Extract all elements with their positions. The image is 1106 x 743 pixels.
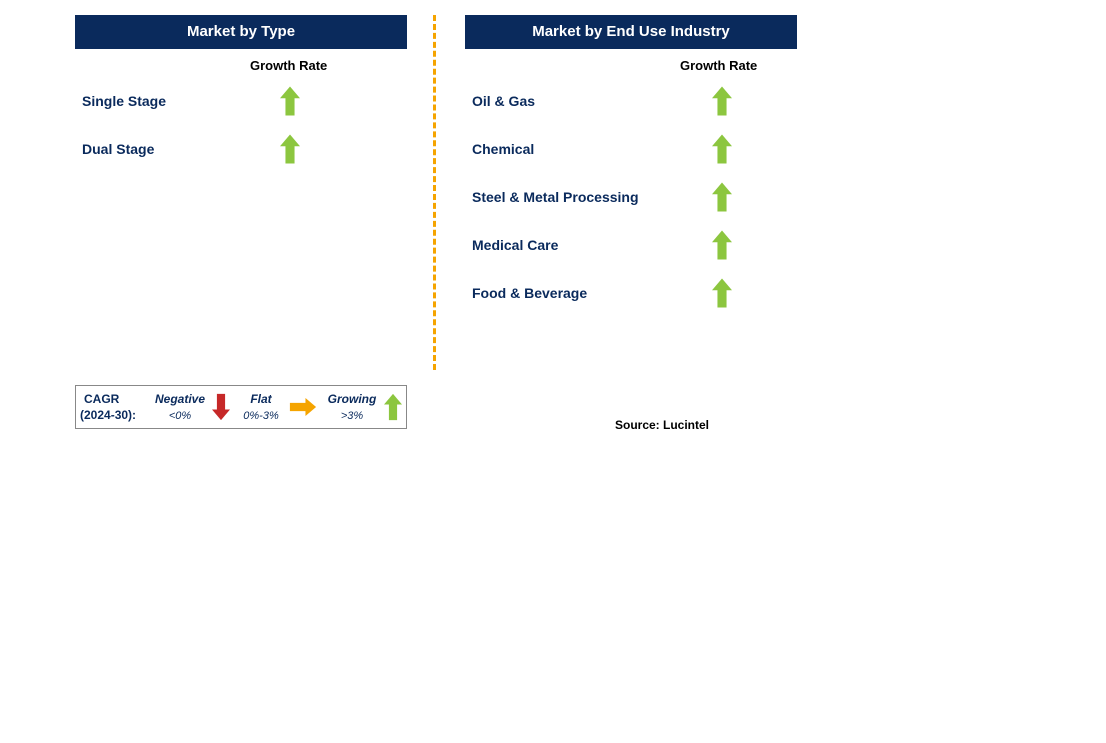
right-item-label: Steel & Metal Processing bbox=[472, 189, 639, 205]
arrow-up-icon bbox=[712, 133, 734, 165]
arrow-down-icon bbox=[212, 392, 230, 427]
infographic-container: Market by Type Growth Rate Single Stage … bbox=[0, 0, 1106, 743]
arrow-up-icon bbox=[280, 85, 302, 117]
arrow-up-icon bbox=[712, 85, 734, 117]
legend-negative-label: Negative bbox=[152, 392, 208, 406]
right-item-row: Chemical bbox=[472, 132, 534, 166]
right-item-label: Chemical bbox=[472, 141, 534, 157]
legend-cagr-label-1: CAGR bbox=[84, 392, 119, 406]
left-growth-rate-header: Growth Rate bbox=[250, 58, 327, 73]
arrow-up-icon bbox=[712, 181, 734, 213]
right-item-label: Medical Care bbox=[472, 237, 558, 253]
legend-box: CAGR (2024-30): Negative <0% Flat 0%-3% … bbox=[75, 385, 407, 429]
right-panel-title: Market by End Use Industry bbox=[532, 23, 730, 40]
right-item-row: Oil & Gas bbox=[472, 84, 535, 118]
source-label: Source: Lucintel bbox=[615, 418, 709, 432]
legend-flat-value: 0%-3% bbox=[234, 410, 288, 422]
left-item-label: Dual Stage bbox=[82, 141, 154, 157]
left-item-row: Single Stage bbox=[82, 84, 166, 118]
arrow-right-icon bbox=[288, 398, 318, 421]
vertical-divider bbox=[433, 15, 436, 370]
right-growth-rate-header: Growth Rate bbox=[680, 58, 757, 73]
arrow-up-icon bbox=[384, 392, 402, 427]
left-panel-title: Market by Type bbox=[187, 23, 295, 40]
left-panel-header: Market by Type bbox=[75, 15, 407, 49]
legend-growing-value: >3% bbox=[324, 410, 380, 422]
arrow-up-icon bbox=[712, 277, 734, 309]
right-item-row: Food & Beverage bbox=[472, 276, 587, 310]
arrow-up-icon bbox=[280, 133, 302, 165]
legend-cagr-label-2: (2024-30): bbox=[80, 408, 136, 422]
legend-negative-value: <0% bbox=[152, 410, 208, 422]
right-item-label: Food & Beverage bbox=[472, 285, 587, 301]
left-item-row: Dual Stage bbox=[82, 132, 154, 166]
right-item-row: Medical Care bbox=[472, 228, 558, 262]
arrow-up-icon bbox=[712, 229, 734, 261]
right-panel-header: Market by End Use Industry bbox=[465, 15, 797, 49]
left-item-label: Single Stage bbox=[82, 93, 166, 109]
right-item-label: Oil & Gas bbox=[472, 93, 535, 109]
legend-growing-label: Growing bbox=[324, 392, 380, 406]
right-item-row: Steel & Metal Processing bbox=[472, 180, 639, 214]
legend-flat-label: Flat bbox=[236, 392, 286, 406]
